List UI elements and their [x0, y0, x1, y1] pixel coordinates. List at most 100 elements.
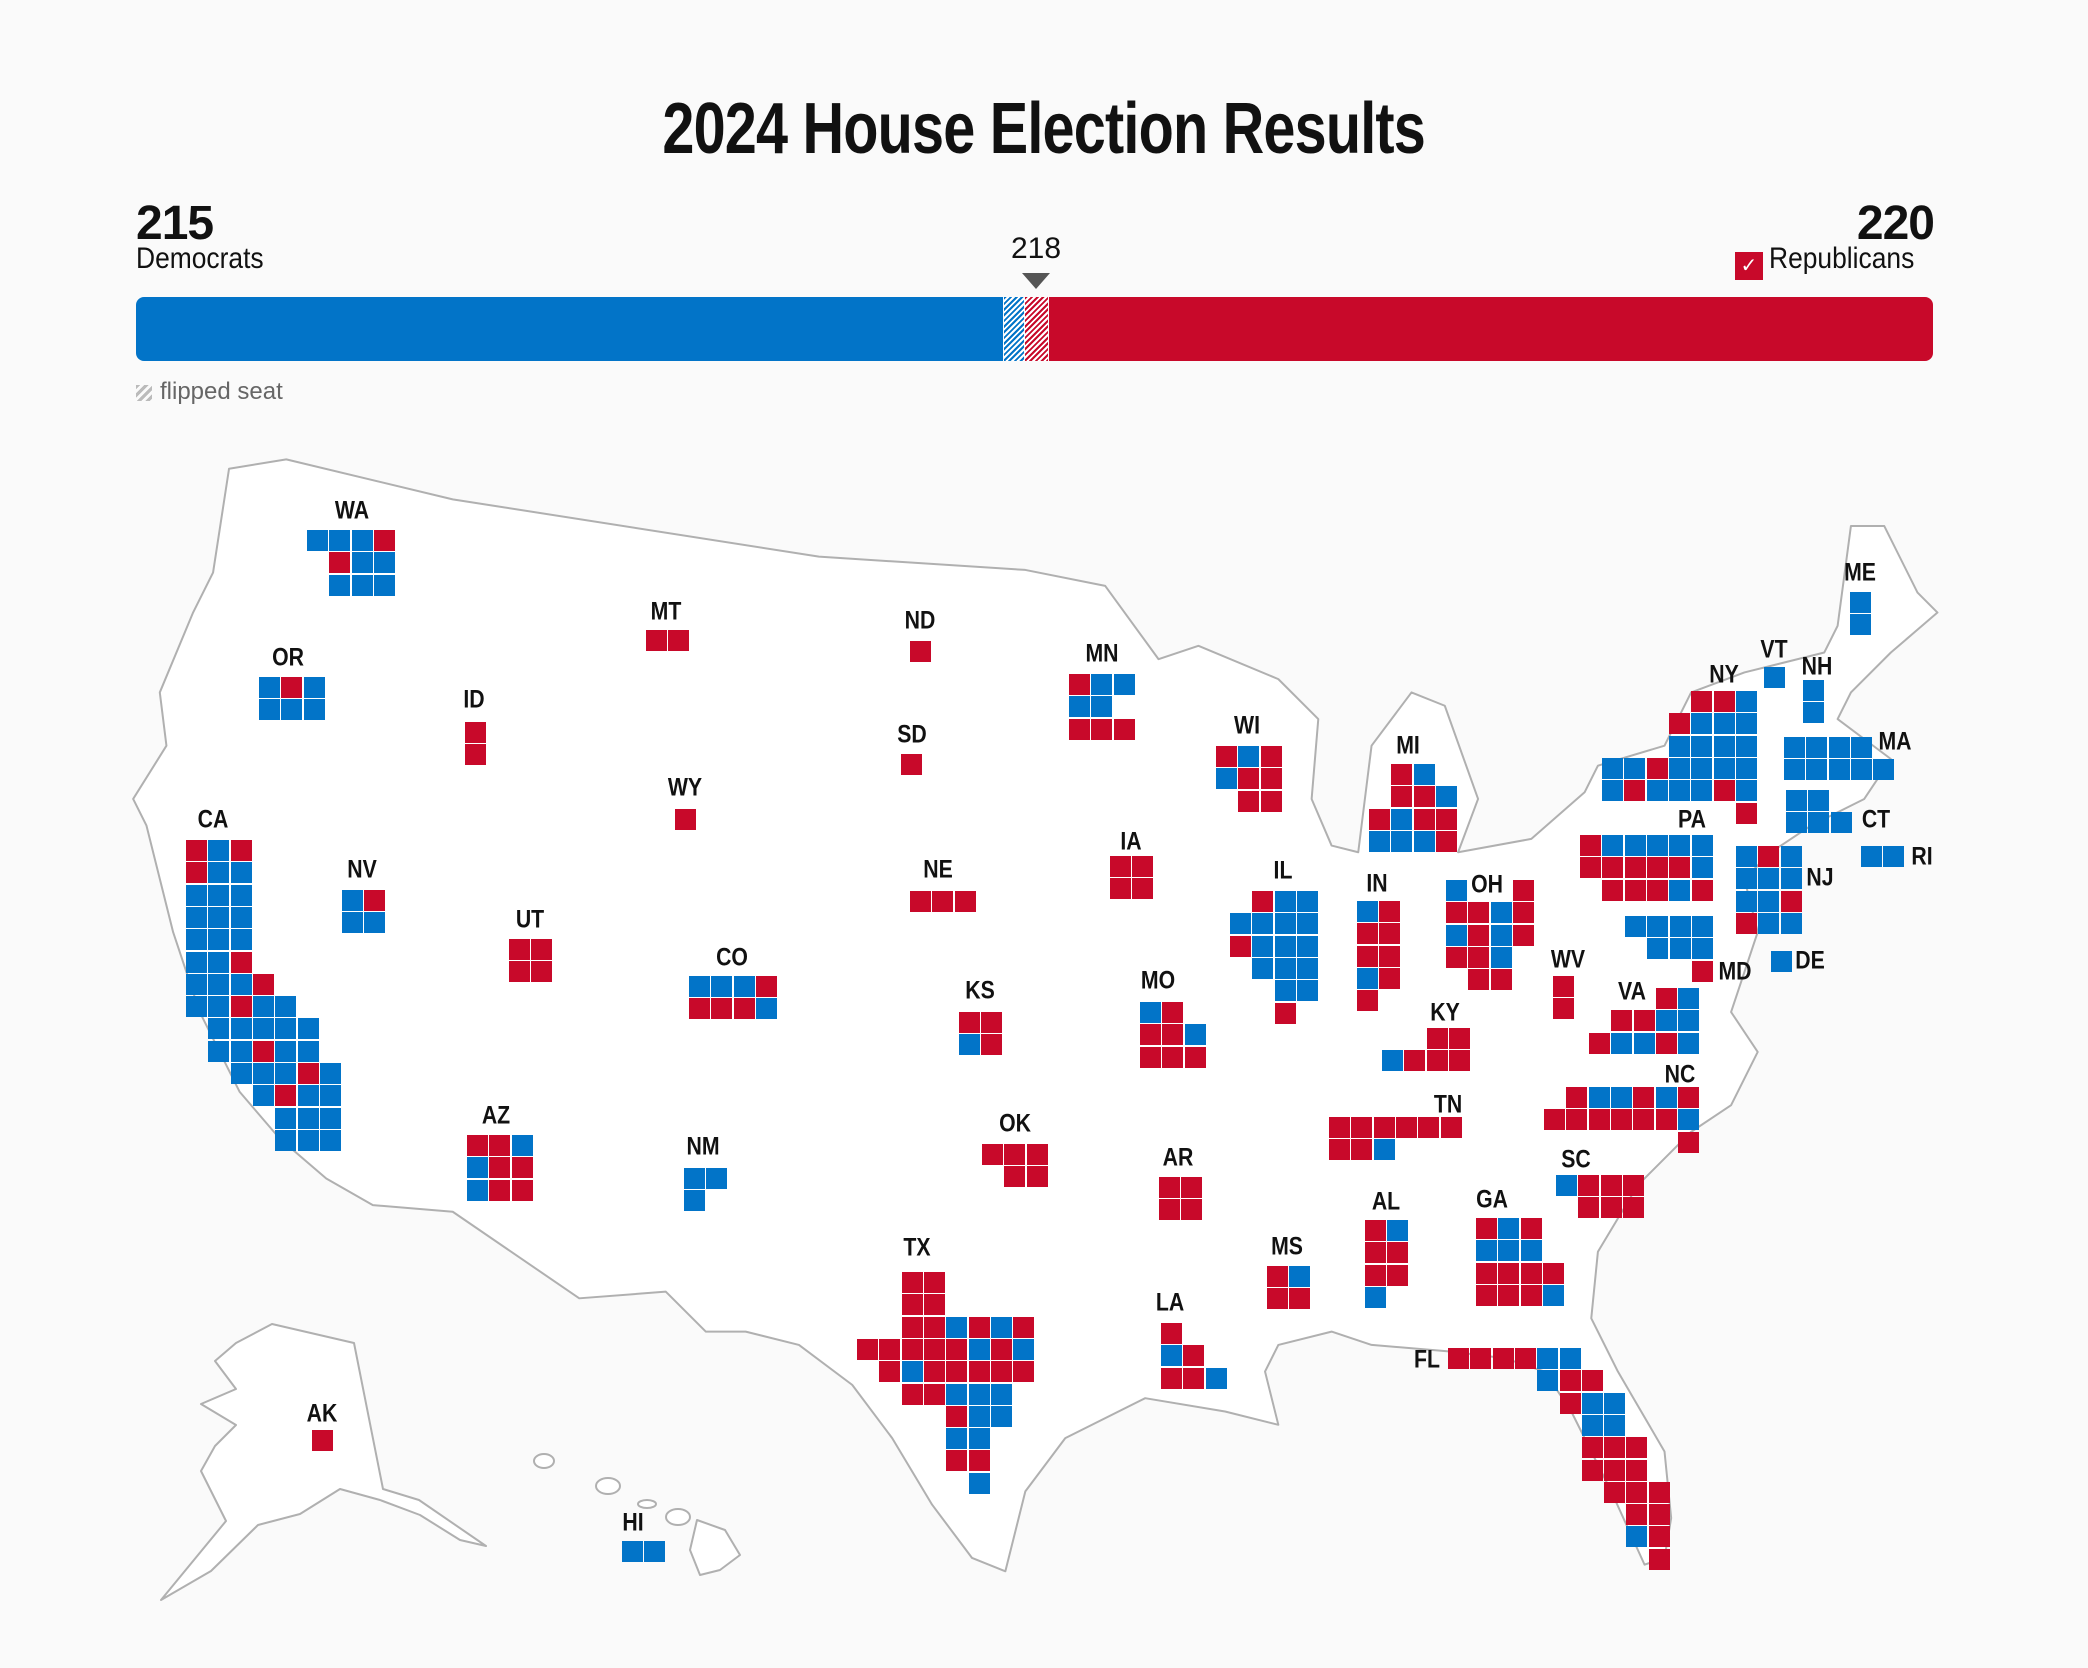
seat-dem[interactable]: [733, 976, 755, 997]
seat-dem[interactable]: [1691, 757, 1713, 779]
seat-dem[interactable]: [1230, 913, 1251, 935]
seat-dem[interactable]: [208, 840, 230, 861]
seat-rep[interactable]: [1468, 946, 1490, 968]
seat-dem[interactable]: [1736, 890, 1757, 912]
seat-dem[interactable]: [1140, 1002, 1161, 1023]
seat-rep[interactable]: [1578, 1175, 1600, 1196]
seat-dem[interactable]: [1091, 674, 1113, 695]
seat-rep[interactable]: [1252, 891, 1274, 912]
seat-rep[interactable]: [1646, 757, 1668, 779]
seat-dem[interactable]: [230, 906, 252, 928]
seat-dem[interactable]: [208, 996, 230, 1018]
seat-rep[interactable]: [186, 862, 207, 884]
seat-dem[interactable]: [373, 574, 395, 596]
seat-dem[interactable]: [1357, 967, 1378, 989]
seat-dem[interactable]: [1602, 780, 1623, 802]
seat-rep[interactable]: [1289, 1288, 1311, 1310]
seat-dem[interactable]: [1446, 880, 1467, 901]
seat-rep[interactable]: [1492, 1348, 1514, 1369]
seat-rep[interactable]: [509, 939, 530, 960]
seat-rep[interactable]: [1655, 1032, 1677, 1054]
seat-dem[interactable]: [297, 1040, 319, 1062]
seat-rep[interactable]: [1267, 1266, 1288, 1287]
seat-dem[interactable]: [1490, 946, 1512, 968]
seat-rep[interactable]: [511, 1157, 533, 1179]
seat-rep[interactable]: [946, 1405, 968, 1427]
seat-dem[interactable]: [319, 1107, 341, 1129]
seat-dem[interactable]: [186, 929, 207, 951]
seat-rep[interactable]: [1387, 1242, 1409, 1264]
seat-rep[interactable]: [1004, 1166, 1026, 1188]
seat-rep[interactable]: [675, 809, 696, 830]
seat-rep[interactable]: [489, 1179, 511, 1201]
seat-rep[interactable]: [1468, 969, 1490, 991]
seat-rep[interactable]: [1600, 1197, 1622, 1219]
seat-dem[interactable]: [1296, 980, 1318, 1002]
seat-rep[interactable]: [1604, 1437, 1626, 1459]
seat-dem[interactable]: [1113, 674, 1135, 695]
seat-rep[interactable]: [1159, 1177, 1180, 1198]
seat-dem[interactable]: [1678, 1010, 1700, 1032]
seat-rep[interactable]: [946, 1450, 968, 1472]
seat-dem[interactable]: [275, 996, 297, 1018]
seat-dem[interactable]: [1691, 916, 1713, 937]
seat-rep[interactable]: [1140, 1024, 1161, 1046]
seat-rep[interactable]: [1626, 1459, 1648, 1481]
seat-rep[interactable]: [1379, 901, 1401, 922]
seat-dem[interactable]: [208, 929, 230, 951]
seat-rep[interactable]: [1602, 879, 1624, 901]
seat-dem[interactable]: [1668, 757, 1690, 779]
seat-dem[interactable]: [1274, 935, 1296, 957]
seat-rep[interactable]: [230, 951, 252, 973]
seat-rep[interactable]: [910, 641, 931, 662]
seat-dem[interactable]: [1784, 737, 1805, 758]
seat-dem[interactable]: [1391, 830, 1413, 852]
seat-dem[interactable]: [342, 890, 363, 911]
seat-rep[interactable]: [1448, 1028, 1470, 1049]
seat-dem[interactable]: [901, 1361, 923, 1383]
seat-rep[interactable]: [509, 961, 530, 983]
seat-rep[interactable]: [1404, 1050, 1426, 1072]
seat-dem[interactable]: [319, 1129, 341, 1151]
seat-rep[interactable]: [1669, 857, 1691, 879]
seat-rep[interactable]: [1357, 990, 1378, 1012]
seat-dem[interactable]: [364, 912, 386, 934]
seat-rep[interactable]: [1379, 945, 1401, 967]
seat-rep[interactable]: [1542, 1262, 1564, 1284]
seat-dem[interactable]: [186, 996, 207, 1018]
seat-dem[interactable]: [755, 998, 777, 1020]
seat-rep[interactable]: [1736, 912, 1757, 934]
seat-dem[interactable]: [1013, 1338, 1035, 1360]
seat-dem[interactable]: [208, 1018, 230, 1040]
seat-rep[interactable]: [901, 1294, 923, 1316]
seat-dem[interactable]: [1610, 1087, 1632, 1108]
seat-dem[interactable]: [252, 1085, 274, 1107]
seat-rep[interactable]: [1604, 1481, 1626, 1503]
seat-dem[interactable]: [1669, 938, 1691, 960]
seat-rep[interactable]: [879, 1338, 901, 1360]
seat-dem[interactable]: [1252, 957, 1274, 979]
seat-rep[interactable]: [1413, 808, 1435, 830]
seat-rep[interactable]: [1274, 1002, 1296, 1024]
seat-dem[interactable]: [1828, 737, 1850, 758]
seat-rep[interactable]: [1588, 1109, 1610, 1131]
seat-dem[interactable]: [946, 1316, 968, 1338]
seat-dem[interactable]: [329, 574, 351, 596]
seat-rep[interactable]: [489, 1135, 511, 1156]
seat-rep[interactable]: [1379, 923, 1401, 945]
seat-rep[interactable]: [1476, 1218, 1497, 1239]
seat-rep[interactable]: [1446, 902, 1467, 924]
seat-dem[interactable]: [1784, 759, 1805, 781]
seat-dem[interactable]: [1786, 790, 1807, 811]
seat-rep[interactable]: [1238, 768, 1260, 790]
seat-rep[interactable]: [1476, 1284, 1497, 1306]
seat-rep[interactable]: [1110, 878, 1131, 900]
seat-dem[interactable]: [1780, 846, 1802, 867]
seat-rep[interactable]: [1626, 1437, 1648, 1459]
seat-dem[interactable]: [1357, 901, 1378, 922]
seat-dem[interactable]: [1184, 1024, 1206, 1046]
seat-dem[interactable]: [1850, 614, 1871, 636]
seat-rep[interactable]: [1633, 1087, 1655, 1108]
seat-rep[interactable]: [689, 998, 710, 1020]
seat-dem[interactable]: [1296, 957, 1318, 979]
